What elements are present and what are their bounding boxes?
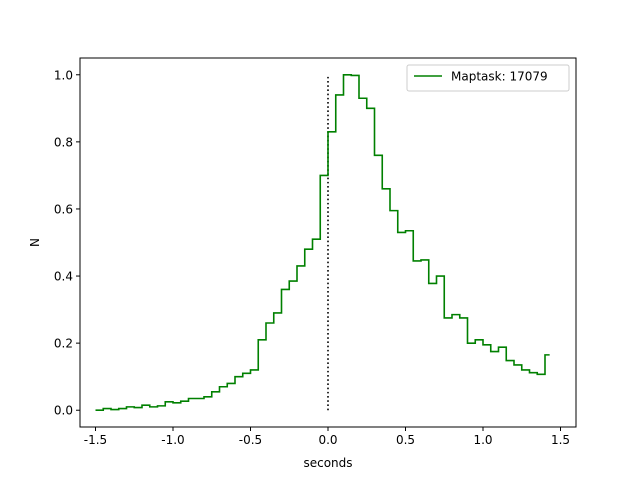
x-axis-ticks: -1.5 -1.0 -0.5 0.0 0.5 1.0 1.5 xyxy=(84,427,570,447)
y-tick-label: 0.6 xyxy=(54,202,73,216)
x-tick-label: 1.0 xyxy=(473,433,492,447)
y-tick-label: 0.4 xyxy=(54,270,73,284)
x-tick-label: -1.0 xyxy=(161,433,184,447)
x-tick-label: 0.5 xyxy=(396,433,415,447)
plot-area xyxy=(95,73,550,412)
y-axis-ticks: 0.0 0.2 0.4 0.6 0.8 1.0 xyxy=(54,68,80,418)
x-axis-label: seconds xyxy=(303,456,352,470)
y-tick-label: 1.0 xyxy=(54,68,73,82)
y-tick-label: 0.8 xyxy=(54,135,73,149)
series-line-0 xyxy=(95,73,550,412)
x-tick-label: -1.5 xyxy=(84,433,107,447)
legend: Maptask: 17079 xyxy=(406,64,570,92)
y-tick-label: 0.2 xyxy=(54,337,73,351)
x-tick-label: -0.5 xyxy=(239,433,262,447)
x-tick-label: 1.5 xyxy=(551,433,570,447)
y-tick-label: 0.0 xyxy=(54,404,73,418)
axes-frame xyxy=(79,57,577,428)
legend-box xyxy=(406,64,570,92)
y-axis-label: N xyxy=(28,238,42,247)
legend-entry: Maptask: 17079 xyxy=(451,70,548,84)
x-tick-label: 0.0 xyxy=(318,433,337,447)
